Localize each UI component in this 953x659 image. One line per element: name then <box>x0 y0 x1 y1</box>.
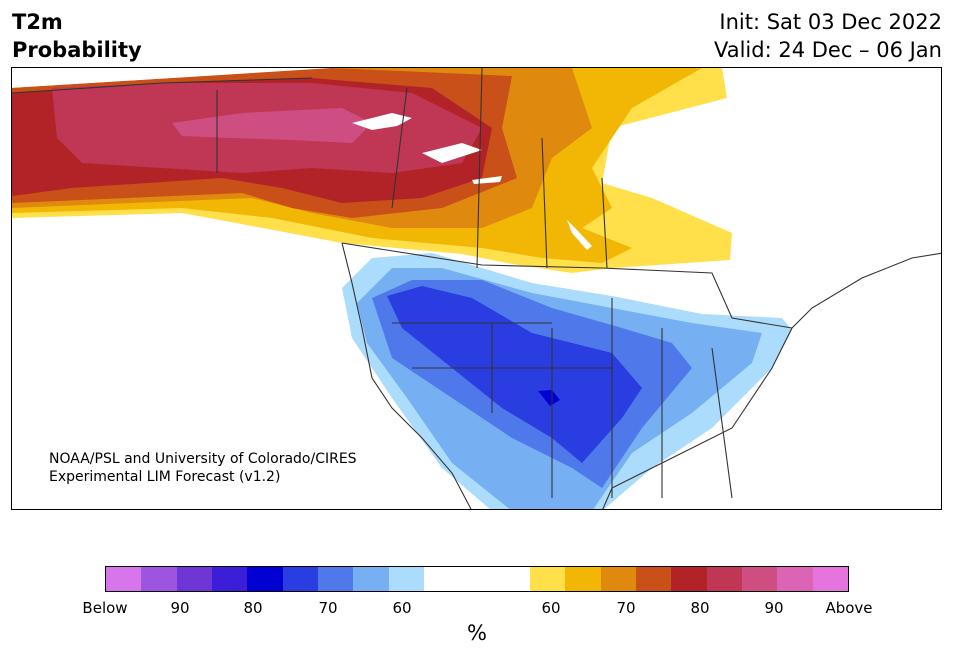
colorbar-tick-label: Above <box>825 599 873 617</box>
forecast-dates: Init: Sat 03 Dec 2022 Valid: 24 Dec – 06… <box>714 8 942 64</box>
map-title: T2m Probability <box>12 8 142 64</box>
cool-80-region <box>538 390 560 406</box>
colorbar-tick-label: Below <box>82 599 128 617</box>
lake-winnipeg <box>567 220 592 250</box>
colorbar-segment <box>671 567 707 591</box>
cool-75-region <box>387 286 642 463</box>
colorbar-segment <box>565 567 601 591</box>
valid-period: Valid: 24 Dec – 06 Jan <box>713 38 942 62</box>
probability-map <box>11 67 942 510</box>
colorbar-segment <box>706 567 742 591</box>
init-date: Init: Sat 03 Dec 2022 <box>719 10 942 34</box>
colorbar-segment <box>812 567 848 591</box>
colorbar-segment <box>600 567 636 591</box>
colorbar-tick-label: 60 <box>541 599 561 617</box>
us-canada-border <box>341 242 793 329</box>
credit-line-1: NOAA/PSL and University of Colorado/CIRE… <box>49 451 357 467</box>
province-boundaries <box>216 68 608 269</box>
colorbar-tick-label: 90 <box>764 599 784 617</box>
colorbar-tick-label: 80 <box>243 599 263 617</box>
colorbar-tick-label: 70 <box>318 599 338 617</box>
colorbar-segment <box>176 567 212 591</box>
below-normal-regions <box>342 253 792 509</box>
above-normal-regions <box>12 68 732 273</box>
title-line-1: T2m <box>12 10 63 34</box>
colorbar-segment <box>282 567 318 591</box>
colorbar <box>105 566 849 592</box>
colorbar-segment <box>353 567 389 591</box>
state-boundaries <box>392 298 733 499</box>
colorbar-tick-label: 90 <box>170 599 190 617</box>
colorbar-segment <box>388 567 424 591</box>
warm-90-region <box>172 108 372 143</box>
map-canvas <box>12 68 941 509</box>
title-line-2: Probability <box>12 38 142 62</box>
colorbar-segment <box>635 567 672 591</box>
colorbar-tick-label: 70 <box>616 599 636 617</box>
colorbar-segment <box>777 567 813 591</box>
colorbar-segment <box>741 567 778 591</box>
credit-text: NOAA/PSL and University of Colorado/CIRE… <box>49 450 357 486</box>
great-bear-lake <box>352 113 412 130</box>
colorbar-segment <box>247 567 283 591</box>
colorbar-segment <box>423 567 530 591</box>
credit-line-2: Experimental LIM Forecast (v1.2) <box>49 469 281 485</box>
colorbar-segment <box>141 567 177 591</box>
lakes <box>352 113 592 250</box>
colorbar-segment <box>106 567 142 591</box>
colorbar-tick-label: 60 <box>392 599 412 617</box>
colorbar-unit-label: % <box>467 621 487 645</box>
colorbar-tick-label: 80 <box>690 599 710 617</box>
coastline <box>12 77 941 509</box>
great-slave-lake <box>422 143 482 163</box>
borders <box>12 68 941 509</box>
colorbar-segment <box>529 567 566 591</box>
colorbar-segment <box>211 567 248 591</box>
colorbar-segment <box>317 567 354 591</box>
